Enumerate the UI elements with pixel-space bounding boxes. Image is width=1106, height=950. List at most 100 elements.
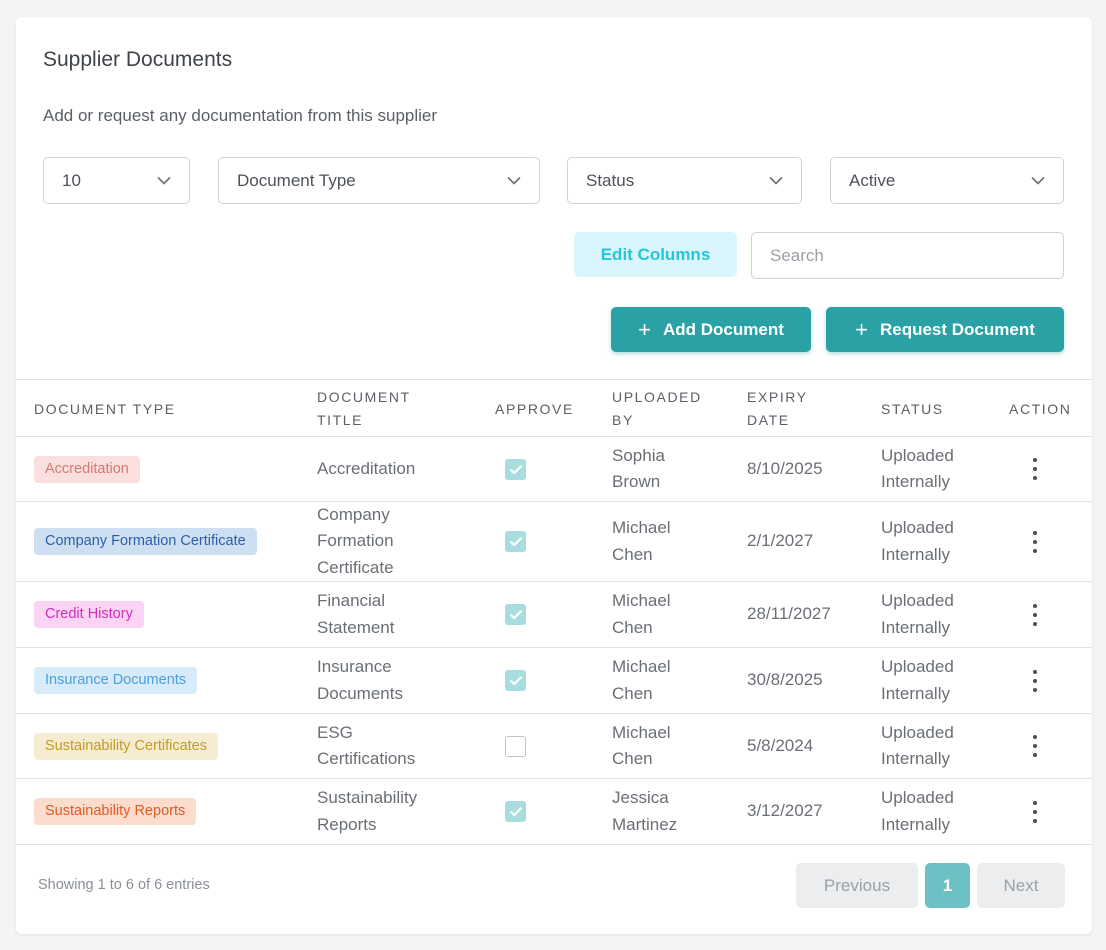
approve-checkbox[interactable] [505, 801, 526, 822]
table-row: Sustainability Certificates ESG Certifica… [16, 714, 1092, 779]
action-cell [1025, 779, 1045, 844]
column-header-document-title[interactable]: DOCUMENT TITLE [317, 389, 411, 428]
approve-cell [505, 437, 526, 501]
expiry-date-cell: 3/12/2027 [747, 801, 823, 821]
action-cell [1025, 714, 1045, 778]
approve-checkbox[interactable] [505, 735, 526, 757]
approve-cell [505, 779, 526, 844]
table-row: Credit History Financial Statement Michae… [16, 582, 1092, 648]
uploaded-by-cell: Sophia Brown [612, 445, 665, 492]
column-header-approve[interactable]: APPROVE [495, 400, 574, 417]
document-title-cell: Accreditation [317, 458, 416, 478]
document-title-cell: Company Formation Certificate [317, 504, 394, 577]
uploaded-by-cell: Jessica Martinez [612, 788, 678, 834]
status-cell: Uploaded Internally [881, 788, 954, 834]
page-1-button[interactable]: 1 [925, 863, 970, 908]
uploaded-by-cell: Michael Chen [612, 722, 671, 769]
add-document-label: Add Document [662, 319, 784, 339]
chevron-down-icon [769, 174, 783, 188]
document-title-cell: Financial Statement [317, 591, 395, 637]
expiry-date-cell: 5/8/2024 [747, 735, 814, 755]
status-cell: Uploaded Internally [881, 657, 954, 703]
column-header-uploaded-by[interactable]: UPLOADED BY [612, 389, 702, 428]
document-type-value: Document Type [237, 170, 356, 190]
document-type-cell: Sustainability Certificates [34, 714, 218, 778]
active-value: Active [849, 170, 896, 190]
more-vertical-icon[interactable] [1025, 530, 1045, 554]
document-type-cell: Sustainability Reports [34, 779, 197, 844]
expiry-date-cell: 30/8/2025 [747, 670, 823, 690]
approve-cell [505, 714, 526, 778]
documents-table: DOCUMENT TYPE DOCUMENT TITLE APPROVE UPLO… [16, 379, 1092, 845]
table-row: Accreditation Accreditation Sophia Brown … [16, 437, 1092, 502]
check-icon [509, 464, 522, 475]
status-select[interactable]: Status [567, 157, 802, 204]
add-document-button[interactable]: + Add Document [611, 307, 811, 352]
column-header-status[interactable]: STATUS [881, 400, 944, 417]
edit-columns-button[interactable]: Edit Columns [574, 232, 737, 277]
table-row: Sustainability Reports Sustainability Rep… [16, 779, 1092, 845]
status-cell: Uploaded Internally [881, 518, 954, 564]
table-row: Insurance Documents Insurance Documents M… [16, 648, 1092, 714]
document-type-cell: Credit History [34, 582, 144, 647]
column-header-document-type[interactable]: DOCUMENT TYPE [34, 400, 176, 417]
next-page-button[interactable]: Next [977, 863, 1065, 908]
status-cell: Uploaded Internally [881, 445, 954, 492]
document-type-cell: Insurance Documents [34, 648, 198, 713]
plus-icon: + [638, 316, 651, 342]
uploaded-by-cell: Michael Chen [612, 657, 671, 703]
approve-checkbox[interactable] [505, 670, 526, 691]
more-vertical-icon[interactable] [1025, 669, 1045, 693]
request-document-button[interactable]: + Request Document [826, 307, 1064, 352]
check-icon [509, 537, 522, 547]
document-type-cell: Company Formation Certificate [34, 502, 257, 581]
check-icon [509, 610, 522, 620]
action-cell [1025, 582, 1045, 647]
previous-page-button[interactable]: Previous [796, 863, 918, 908]
document-type-badge: Sustainability Certificates [34, 732, 218, 760]
table-body: Accreditation Accreditation Sophia Brown … [16, 437, 1092, 845]
table-row: Company Formation Certificate Company For… [16, 502, 1092, 582]
approve-checkbox[interactable] [505, 458, 526, 480]
search-input[interactable] [751, 232, 1064, 279]
more-vertical-icon[interactable] [1025, 800, 1045, 824]
page-size-value: 10 [62, 170, 81, 190]
plus-icon: + [855, 316, 868, 342]
action-cell [1025, 502, 1045, 581]
column-header-expiry-date[interactable]: EXPIRY DATE [747, 389, 808, 428]
approve-checkbox[interactable] [505, 604, 526, 625]
status-cell: Uploaded Internally [881, 722, 954, 769]
more-vertical-icon[interactable] [1025, 603, 1045, 627]
status-value: Status [586, 170, 635, 190]
request-document-label: Request Document [879, 319, 1035, 339]
entries-info: Showing 1 to 6 of 6 entries [38, 877, 210, 893]
page-subtitle: Add or request any documentation from th… [43, 106, 438, 125]
active-select[interactable]: Active [830, 157, 1064, 204]
action-cell [1025, 437, 1045, 501]
expiry-date-cell: 2/1/2027 [747, 531, 814, 551]
column-header-action: ACTION [1009, 400, 1072, 417]
document-type-badge: Accreditation [34, 455, 140, 483]
document-title-cell: ESG Certifications [317, 722, 416, 769]
status-cell: Uploaded Internally [881, 591, 954, 637]
uploaded-by-cell: Michael Chen [612, 518, 671, 564]
check-icon [509, 676, 522, 686]
expiry-date-cell: 8/10/2025 [747, 458, 823, 478]
more-vertical-icon[interactable] [1025, 457, 1045, 481]
document-title-cell: Insurance Documents [317, 657, 403, 703]
approve-checkbox[interactable] [505, 531, 526, 552]
action-cell [1025, 648, 1045, 713]
check-icon [509, 807, 522, 817]
expiry-date-cell: 28/11/2027 [747, 604, 831, 624]
document-type-badge: Company Formation Certificate [34, 528, 257, 555]
chevron-down-icon [1031, 174, 1045, 188]
chevron-down-icon [507, 174, 521, 188]
document-title-cell: Sustainability Reports [317, 788, 418, 834]
approve-cell [505, 502, 526, 581]
table-header: DOCUMENT TYPE DOCUMENT TITLE APPROVE UPLO… [16, 379, 1092, 437]
more-vertical-icon[interactable] [1025, 734, 1045, 758]
document-type-select[interactable]: Document Type [218, 157, 540, 204]
document-type-badge: Sustainability Reports [34, 798, 197, 825]
supplier-documents-card: Supplier Documents Add or request any do… [16, 17, 1092, 934]
page-size-select[interactable]: 10 [43, 157, 190, 204]
